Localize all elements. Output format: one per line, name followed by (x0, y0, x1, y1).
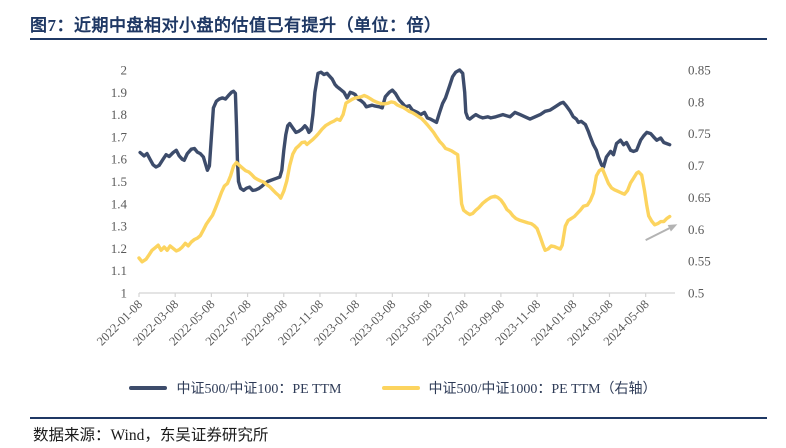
trend-arrow-shaft (645, 227, 670, 242)
right-axis-tick-label: 0.85 (688, 63, 711, 78)
legend-label-csi500-csi1000: 中证500/中证1000：PE TTM（右轴） (428, 382, 657, 397)
legend-item-csi500-csi100: 中证500/中证100：PE TTM (129, 378, 342, 398)
right-axis-tick-label: 0.6 (688, 222, 705, 237)
right-axis-tick-label: 0.55 (688, 254, 711, 269)
footer-divider (30, 417, 767, 419)
right-axis-tick-label: 0.5 (688, 286, 704, 301)
figure-title: 图7：近期中盘相对小盘的估值已有提升（单位：倍） (30, 16, 442, 35)
chart-legend: 中证500/中证100：PE TTM 中证500/中证1000：PE TTM（右… (0, 378, 786, 398)
left-axis-tick-label: 1.2 (111, 241, 127, 256)
valuation-ratio-line-chart: 2022-01-082022-03-082022-05-082022-07-08… (94, 63, 711, 349)
trend-arrow-head-icon (667, 224, 678, 232)
left-axis-tick-label: 1.6 (111, 152, 128, 167)
right-axis-tick-label: 0.7 (688, 158, 705, 173)
left-axis-tick-label: 1.9 (111, 85, 127, 100)
right-axis-tick-label: 0.65 (688, 190, 711, 205)
left-axis-tick-label: 1.1 (111, 263, 127, 278)
left-axis-tick-label: 2 (121, 63, 128, 78)
title-divider (30, 38, 767, 40)
series-line-csi500-csi100 (138, 68, 672, 193)
series-line-csi500-csi1000 (137, 93, 672, 264)
legend-label-csi500-csi100: 中证500/中证100：PE TTM (176, 382, 342, 397)
left-axis-tick-label: 1.4 (111, 196, 128, 211)
data-source: 数据来源：Wind，东吴证券研究所 (33, 427, 269, 444)
yellow-line-swatch-icon (381, 386, 420, 390)
left-axis-tick-label: 1.5 (111, 174, 127, 189)
right-axis-tick-label: 0.75 (688, 126, 711, 141)
navy-line-swatch-icon (129, 386, 168, 390)
legend-item-csi500-csi1000: 中证500/中证1000：PE TTM（右轴） (381, 378, 657, 398)
left-axis-tick-label: 1.3 (111, 219, 127, 234)
right-axis-tick-label: 0.8 (688, 94, 704, 109)
left-axis-tick-label: 1 (121, 286, 128, 301)
left-axis-tick-label: 1.7 (111, 129, 128, 144)
left-axis-tick-label: 1.8 (111, 107, 127, 122)
